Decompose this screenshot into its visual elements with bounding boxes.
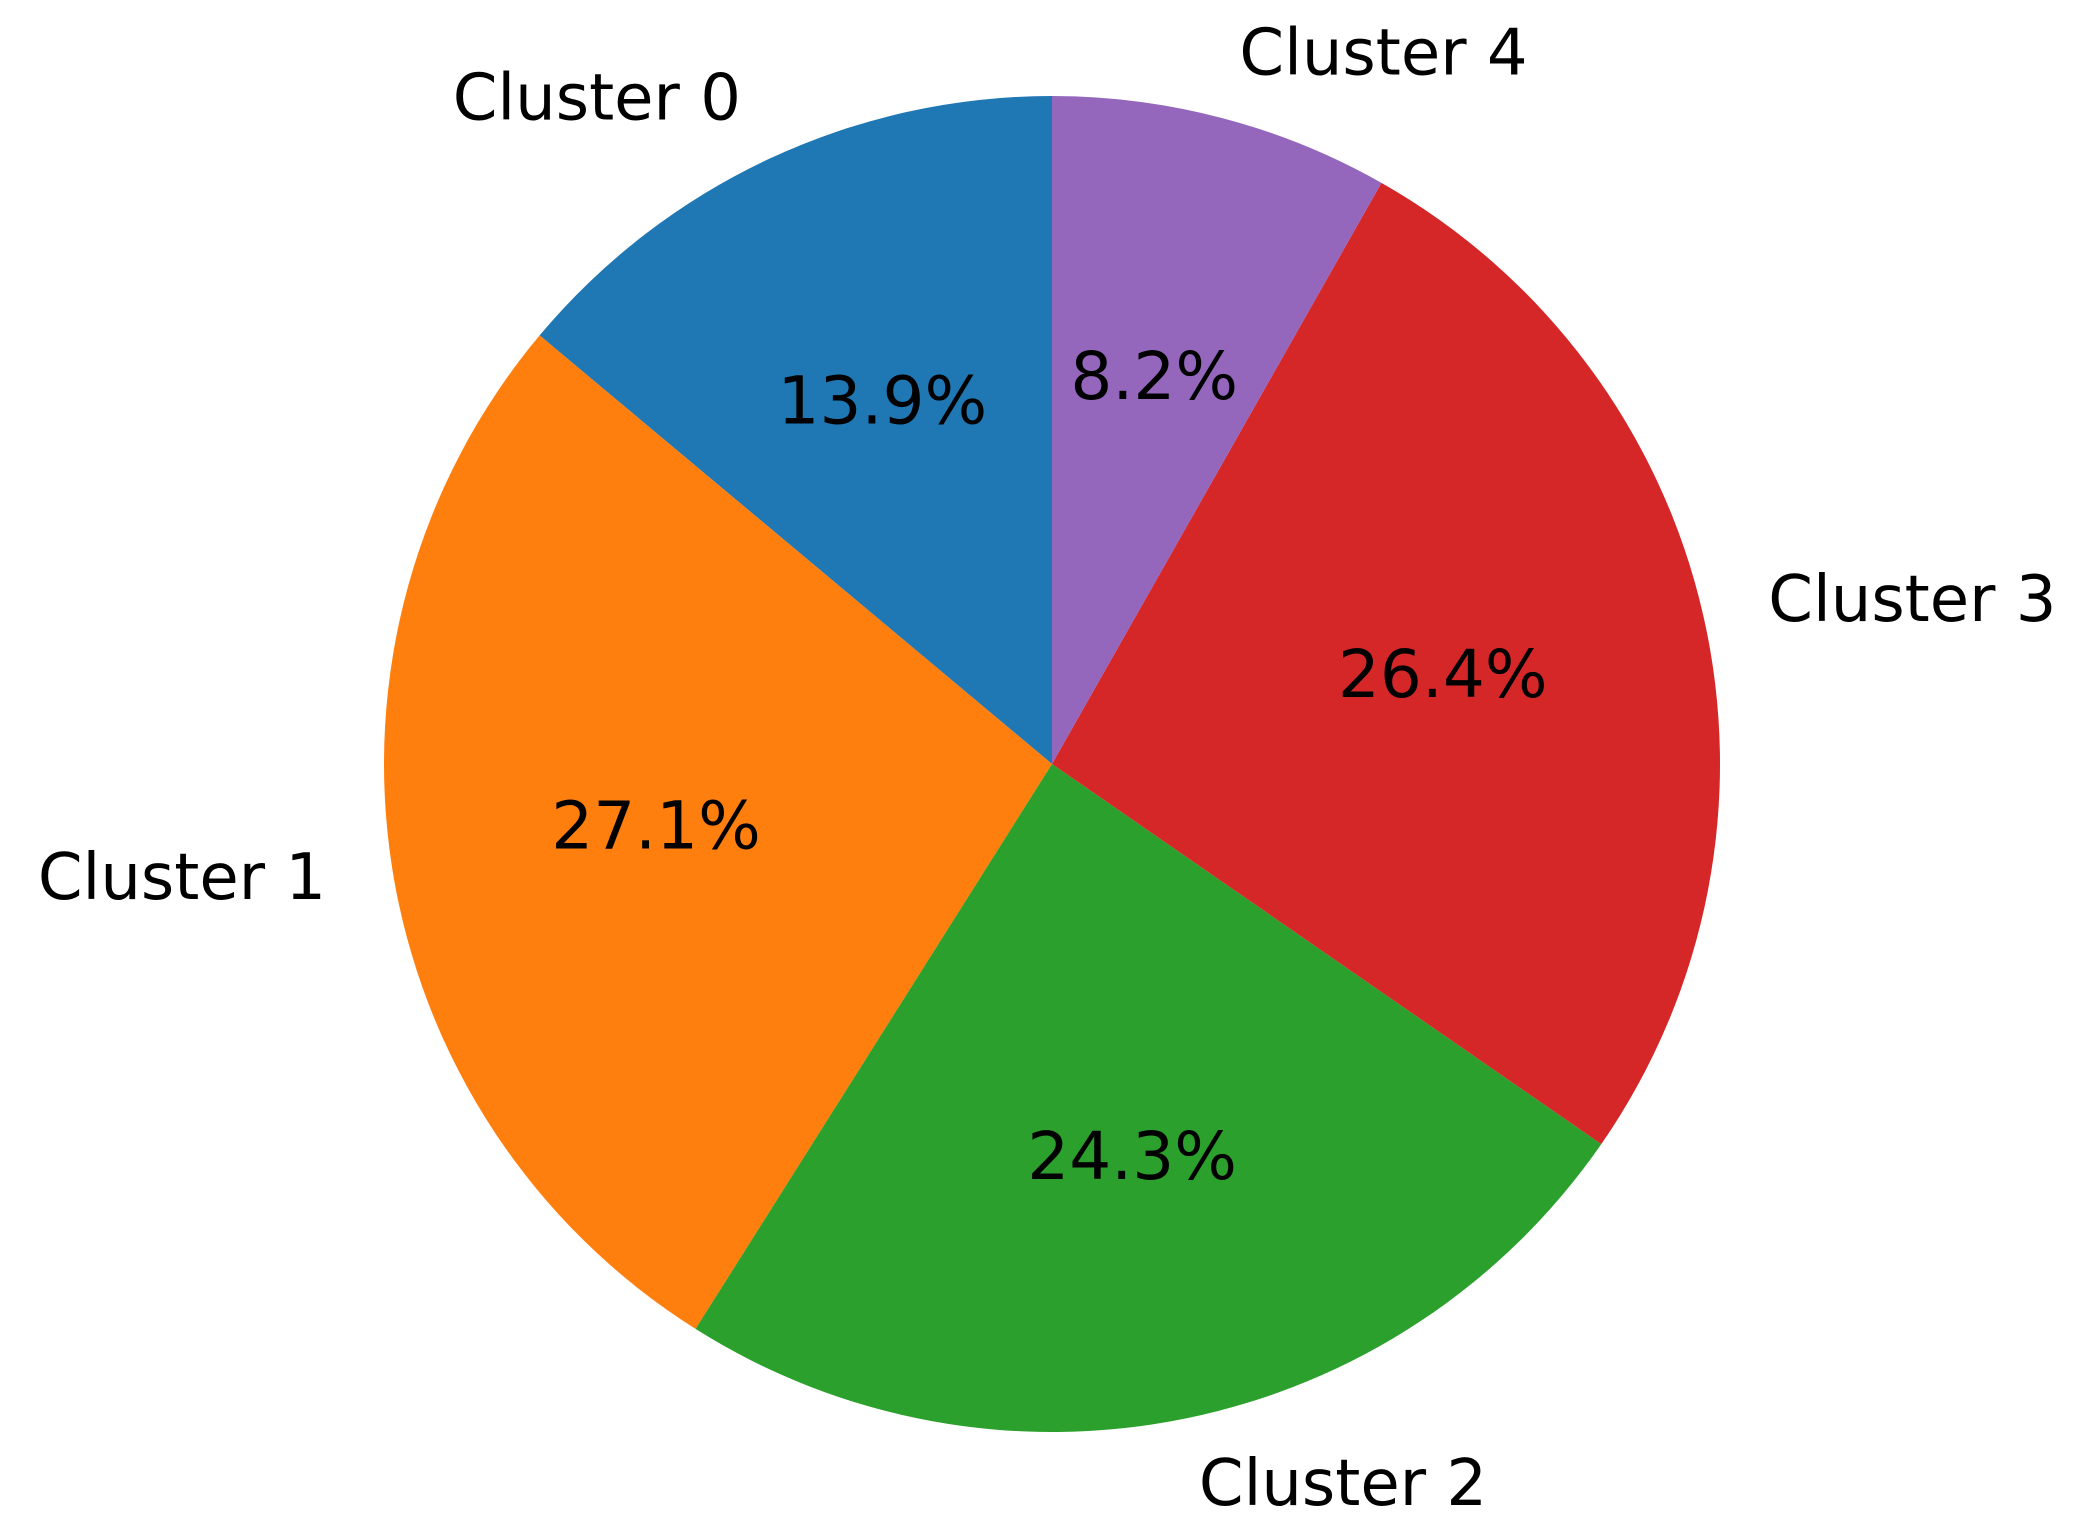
percent-label-0: 13.9% (777, 362, 987, 439)
percent-labels: 13.9% 27.1% 24.3% 26.4% 8.2% (551, 338, 1547, 1195)
category-label-0: Cluster 0 (453, 61, 741, 135)
pie-slice-2 (695, 764, 1602, 1432)
percent-label-2: 24.3% (1027, 1118, 1237, 1195)
category-label-4: Cluster 4 (1239, 16, 1527, 90)
pie-slice-1 (383, 335, 1052, 1329)
category-label-2: Cluster 2 (1199, 1447, 1487, 1521)
pie-slice-4 (1052, 96, 1382, 764)
category-label-3: Cluster 3 (1768, 563, 2056, 637)
pie-slice-0 (539, 96, 1052, 764)
category-labels: Cluster 0 Cluster 1 Cluster 2 Cluster 3 Clus… (38, 16, 2057, 1520)
pie-slice-3 (1052, 182, 1721, 1145)
percent-label-4: 8.2% (1070, 338, 1238, 415)
percent-label-3: 26.4% (1338, 636, 1548, 713)
percent-label-1: 27.1% (551, 788, 761, 865)
pie-slices (383, 96, 1721, 1432)
category-label-1: Cluster 1 (38, 841, 326, 915)
